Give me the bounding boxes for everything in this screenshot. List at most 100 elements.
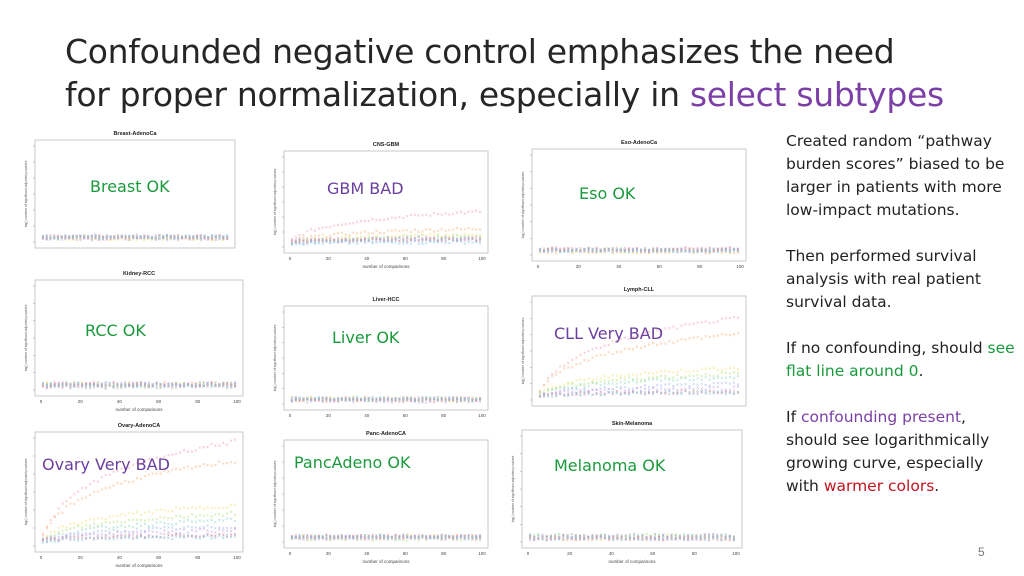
- data-point: ×: [736, 371, 739, 376]
- data-point: ×: [344, 236, 347, 241]
- data-point: ×: [92, 532, 95, 537]
- data-point: ×: [624, 534, 627, 539]
- data-point: ×: [553, 535, 556, 540]
- data-point: ×: [728, 371, 731, 376]
- data-point: ×: [120, 532, 123, 537]
- data-point: ×: [155, 381, 158, 386]
- data-point: ×: [417, 533, 420, 538]
- data-point: ×: [190, 533, 193, 538]
- data-point: ×: [131, 381, 134, 386]
- data-point: ×: [294, 397, 297, 402]
- data-point: ×: [463, 396, 466, 401]
- data-point: ×: [623, 385, 626, 390]
- data-point: ×: [192, 235, 195, 240]
- data-point: ×: [173, 236, 176, 241]
- data-point: ×: [728, 315, 731, 320]
- data-point: ×: [290, 399, 293, 404]
- data-point: ×: [313, 228, 316, 233]
- data-point: ×: [402, 239, 405, 244]
- data-point: ×: [108, 535, 111, 540]
- data-point: ×: [643, 248, 646, 253]
- data-point: ×: [124, 235, 127, 240]
- data-series: ××××××××××××××××××××××××××××××××××××××××…: [290, 532, 482, 540]
- data-point: ×: [455, 396, 458, 401]
- data-point: ×: [84, 384, 87, 389]
- data-point: ×: [218, 382, 221, 387]
- data-point: ×: [643, 386, 646, 391]
- data-point: ×: [455, 238, 458, 243]
- data-point: ×: [394, 533, 397, 538]
- data-point: ×: [359, 534, 362, 539]
- data-point: ×: [674, 534, 677, 539]
- data-point: ×: [128, 235, 131, 240]
- data-point: ×: [448, 396, 451, 401]
- data-point: ×: [151, 381, 154, 386]
- data-point: ×: [578, 533, 581, 538]
- data-point: ×: [171, 533, 174, 538]
- data-point: ×: [542, 247, 545, 252]
- data-point: ×: [559, 385, 562, 390]
- data-point: ×: [73, 534, 76, 539]
- data-point: ×: [167, 380, 170, 385]
- data-point: ×: [113, 236, 116, 241]
- data-point: ×: [340, 533, 343, 538]
- data-point: ×: [688, 391, 691, 396]
- data-point: ×: [471, 237, 474, 242]
- data-point: ×: [120, 536, 123, 541]
- data-point: ×: [135, 380, 138, 385]
- data-point: ×: [478, 534, 481, 539]
- data-point: ×: [190, 524, 193, 529]
- data-point: ×: [459, 396, 462, 401]
- data-point: ×: [367, 395, 370, 400]
- data-point: ×: [425, 396, 428, 401]
- data-point: ×: [356, 239, 359, 244]
- data-point: ×: [436, 238, 439, 243]
- data-point: ×: [651, 390, 654, 395]
- data-point: ×: [294, 399, 297, 404]
- data-point: ×: [190, 505, 193, 510]
- data-point: ×: [467, 536, 470, 541]
- data-point: ×: [440, 534, 443, 539]
- data-point: ×: [178, 383, 181, 388]
- data-point: ×: [214, 533, 217, 538]
- data-point: ×: [359, 397, 362, 402]
- data-point: ×: [471, 397, 474, 402]
- data-point: ×: [306, 537, 309, 542]
- data-point: ×: [647, 384, 650, 389]
- data-point: ×: [60, 234, 63, 239]
- data-point: ×: [49, 235, 52, 240]
- data-point: ×: [720, 390, 723, 395]
- x-tick-label: 100: [732, 551, 740, 556]
- data-point: ×: [417, 535, 420, 540]
- data-point: ×: [128, 529, 131, 534]
- data-point: ×: [80, 382, 83, 387]
- data-point: ×: [83, 234, 86, 239]
- x-tick-label: 80: [692, 551, 698, 556]
- data-point: ×: [409, 241, 412, 246]
- data-point: ×: [124, 233, 127, 238]
- data-point: ×: [86, 235, 89, 240]
- data-point: ×: [417, 397, 420, 402]
- data-point: ×: [620, 536, 623, 541]
- data-point: ×: [309, 394, 312, 399]
- data-point: ×: [708, 334, 711, 339]
- data-series: ××××××××××××××××××××××××××××××××××××××××…: [41, 459, 236, 536]
- data-point: ×: [101, 234, 104, 239]
- data-point: ×: [390, 397, 393, 402]
- data-point: ×: [455, 398, 458, 403]
- data-point: ×: [417, 238, 420, 243]
- data-point: ×: [65, 380, 68, 385]
- data-point: ×: [340, 534, 343, 539]
- data-point: ×: [108, 380, 111, 385]
- data-point: ×: [463, 238, 466, 243]
- data-point: ×: [159, 515, 162, 520]
- data-point: ×: [41, 537, 44, 542]
- x-tick-label: 40: [364, 413, 370, 418]
- data-point: ×: [623, 247, 626, 252]
- data-point: ×: [98, 237, 101, 242]
- data-point: ×: [131, 234, 134, 239]
- data-point: ×: [226, 381, 229, 386]
- data-point: ×: [688, 248, 691, 253]
- data-point: ×: [158, 236, 161, 241]
- data-point: ×: [550, 386, 553, 391]
